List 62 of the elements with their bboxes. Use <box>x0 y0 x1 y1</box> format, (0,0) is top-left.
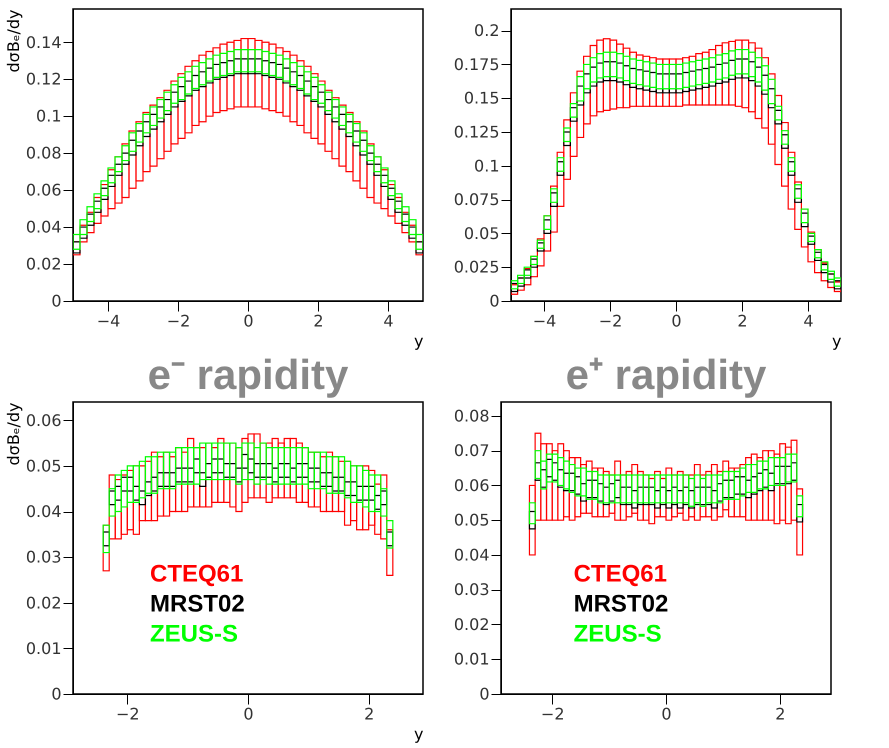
y-tick-label: 0.06 <box>454 476 490 495</box>
x-tick-label: 0 <box>243 704 254 724</box>
y-tick-label: 0.03 <box>454 580 490 600</box>
y-tick-label: 0.2 <box>474 21 500 40</box>
x-tick-label: 0 <box>661 704 672 724</box>
x-tick-label: −4 <box>532 312 556 330</box>
y-tick-label: 0.025 <box>454 258 500 277</box>
x-tick-label: 4 <box>383 312 394 330</box>
x-tick-label: 2 <box>737 312 748 330</box>
x-tick-label: −2 <box>166 312 190 330</box>
y-tick-label: 0.075 <box>454 190 500 210</box>
y-tick-label: 0.05 <box>26 456 62 476</box>
series-label: CTEQ61 <box>150 560 244 588</box>
chart-title: e⁻ rapidity <box>148 351 349 398</box>
y-tick-label: 0.02 <box>454 614 490 634</box>
x-tick-label: 0 <box>671 312 682 330</box>
y-tick-label: 0 <box>51 684 62 704</box>
text: ZEUS-S <box>574 620 662 648</box>
x-tick-label: −2 <box>540 704 565 724</box>
x-tick-label: 2 <box>313 312 324 330</box>
y-tick-label: 0.15 <box>464 88 500 108</box>
text: MRST02 <box>150 590 245 618</box>
x-tick-label: 2 <box>775 704 786 724</box>
x-tick-label: 4 <box>803 312 814 330</box>
y-tick-label: 0.04 <box>26 218 62 237</box>
text: ZEUS-S <box>150 620 238 648</box>
x-axis-title: y <box>832 332 842 350</box>
y-tick-label: 0.07 <box>454 441 490 460</box>
y-tick-label: 0.08 <box>26 144 62 163</box>
text: MRST02 <box>574 590 668 618</box>
y-tick-label: 0.175 <box>454 54 500 74</box>
x-tick-label: 0 <box>243 312 254 330</box>
x-tick-label: −2 <box>116 704 140 724</box>
y-tick-label: 0 <box>51 292 62 310</box>
y-tick-label: 0.04 <box>26 502 62 521</box>
y-tick-label: 0.01 <box>26 638 62 658</box>
y-tick-label: 0.02 <box>26 254 62 274</box>
x-tick-label: 2 <box>364 704 374 724</box>
y-tick-label: 0.1 <box>474 156 500 176</box>
y-tick-label: 0.05 <box>454 510 490 530</box>
y-tick-label: 0.05 <box>464 224 500 243</box>
y-tick-label: 0.04 <box>454 545 490 564</box>
chart-title: e⁺ rapidity <box>566 351 767 398</box>
y-tick-label: 0.08 <box>454 406 490 426</box>
y-tick-label: 0 <box>479 684 490 704</box>
x-tick-label: −2 <box>598 312 622 330</box>
y-tick-label: 0.12 <box>26 70 62 89</box>
y-tick-label: 0.06 <box>26 410 62 430</box>
y-tick-label: 0 <box>489 292 500 310</box>
y-tick-label: 0.01 <box>454 650 490 669</box>
x-axis-title: y <box>414 724 424 744</box>
y-tick-label: 0.14 <box>26 32 62 52</box>
y-axis-title: dσBₑ/dy <box>4 10 23 72</box>
y-tick-label: 0.1 <box>36 106 62 126</box>
y-tick-label: 0.03 <box>26 548 62 567</box>
y-tick-label: 0.06 <box>26 180 62 200</box>
y-axis-title: dσBₑ/dy <box>4 402 23 466</box>
y-tick-label: 0.02 <box>26 593 62 612</box>
x-axis-title: y <box>414 332 424 350</box>
series-label: CTEQ61 <box>574 560 667 588</box>
y-tick-label: 0.125 <box>454 122 500 142</box>
x-tick-label: −4 <box>96 312 120 330</box>
